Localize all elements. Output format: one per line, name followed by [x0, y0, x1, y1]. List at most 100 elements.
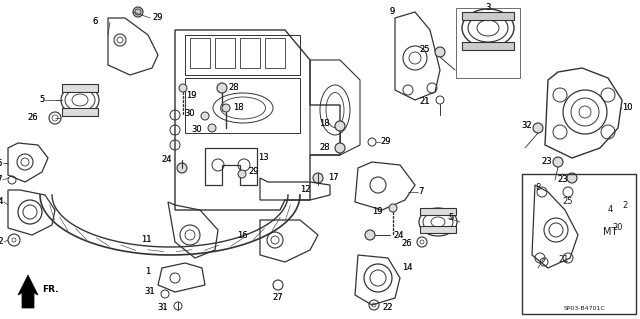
Circle shape [201, 112, 209, 120]
Text: 30: 30 [191, 125, 202, 135]
Text: 15: 15 [0, 159, 3, 167]
Text: 25: 25 [562, 197, 573, 206]
Circle shape [222, 104, 230, 112]
Text: 28: 28 [228, 84, 239, 93]
Circle shape [208, 124, 216, 132]
Text: 12: 12 [300, 186, 310, 195]
Bar [462, 12, 514, 20]
Ellipse shape [61, 85, 99, 115]
Text: 14: 14 [402, 263, 413, 272]
Text: 5: 5 [448, 213, 453, 222]
Text: 21: 21 [419, 98, 430, 107]
Text: 21: 21 [558, 256, 568, 264]
Circle shape [335, 143, 345, 153]
Text: 24: 24 [393, 231, 403, 240]
Text: 18: 18 [319, 120, 330, 129]
Bar [456, 8, 520, 78]
Text: 29: 29 [380, 137, 390, 146]
Text: 31: 31 [157, 303, 168, 313]
Text: 8: 8 [535, 183, 541, 192]
Text: SP03-B4701C: SP03-B4701C [563, 306, 605, 310]
Text: MT: MT [603, 227, 617, 237]
Text: 24: 24 [161, 155, 172, 165]
Bar [420, 226, 456, 233]
Text: 25: 25 [419, 46, 430, 55]
Text: 6: 6 [93, 18, 98, 26]
Text: 30: 30 [184, 109, 195, 118]
Text: 14: 14 [0, 197, 4, 206]
Circle shape [179, 84, 187, 92]
Text: 29: 29 [152, 12, 163, 21]
Circle shape [335, 121, 345, 131]
Bar [62, 84, 98, 92]
Text: 16: 16 [237, 231, 248, 240]
Text: 31: 31 [145, 287, 155, 296]
Text: 27: 27 [0, 175, 3, 184]
Text: 17: 17 [328, 174, 339, 182]
Text: 19: 19 [186, 91, 196, 100]
Text: 26: 26 [401, 240, 412, 249]
Bar [62, 108, 98, 116]
Bar [265, 38, 285, 68]
Text: 10: 10 [622, 103, 632, 113]
Text: 28: 28 [319, 144, 330, 152]
Text: 3: 3 [485, 4, 491, 12]
Text: 11: 11 [141, 235, 152, 244]
Text: 24: 24 [161, 155, 172, 165]
Circle shape [238, 170, 246, 178]
Circle shape [389, 204, 397, 212]
Text: 22: 22 [382, 302, 392, 311]
Text: 26: 26 [401, 240, 412, 249]
Text: 28: 28 [228, 84, 239, 93]
Text: 4: 4 [608, 205, 613, 214]
Text: 19: 19 [372, 207, 383, 217]
Text: 12: 12 [300, 186, 310, 195]
Circle shape [217, 83, 227, 93]
Text: 9: 9 [390, 8, 395, 17]
Circle shape [177, 163, 187, 173]
Ellipse shape [462, 9, 514, 47]
Text: 22: 22 [0, 238, 4, 247]
Text: 29: 29 [248, 167, 259, 176]
Text: 18: 18 [233, 103, 244, 113]
Text: 23: 23 [541, 158, 552, 167]
Text: 18: 18 [233, 103, 244, 113]
Text: 5: 5 [40, 95, 45, 105]
Text: 6: 6 [93, 18, 98, 26]
Text: 20: 20 [612, 224, 623, 233]
Bar [190, 38, 210, 68]
Text: FR.: FR. [42, 286, 58, 294]
Circle shape [435, 47, 445, 57]
Text: 2: 2 [622, 202, 627, 211]
Text: 19: 19 [372, 207, 383, 217]
Text: 13: 13 [258, 153, 269, 162]
Text: 26: 26 [28, 114, 38, 122]
Text: 5: 5 [448, 213, 453, 222]
Text: 23: 23 [557, 175, 568, 184]
Text: 23: 23 [541, 158, 552, 167]
Text: 27: 27 [273, 293, 284, 302]
Text: 30: 30 [184, 109, 195, 118]
Text: 3: 3 [485, 4, 491, 12]
Text: 32: 32 [522, 122, 532, 130]
Text: 7: 7 [418, 188, 424, 197]
Text: 1: 1 [145, 268, 150, 277]
Text: 30: 30 [191, 125, 202, 135]
Text: 23: 23 [557, 175, 568, 184]
Text: 14: 14 [402, 263, 413, 272]
Text: 27: 27 [273, 293, 284, 302]
Circle shape [133, 7, 143, 17]
Text: 7: 7 [418, 188, 424, 197]
Text: 29: 29 [152, 12, 163, 21]
Polygon shape [18, 275, 38, 308]
Circle shape [533, 123, 543, 133]
Text: 21: 21 [419, 98, 430, 107]
Text: 17: 17 [328, 174, 339, 182]
Text: 13: 13 [258, 153, 269, 162]
Text: 15: 15 [0, 159, 3, 167]
Text: 22: 22 [382, 302, 392, 311]
Text: 31: 31 [145, 287, 155, 296]
Text: 19: 19 [186, 91, 196, 100]
Bar [462, 42, 514, 50]
Bar [215, 38, 235, 68]
